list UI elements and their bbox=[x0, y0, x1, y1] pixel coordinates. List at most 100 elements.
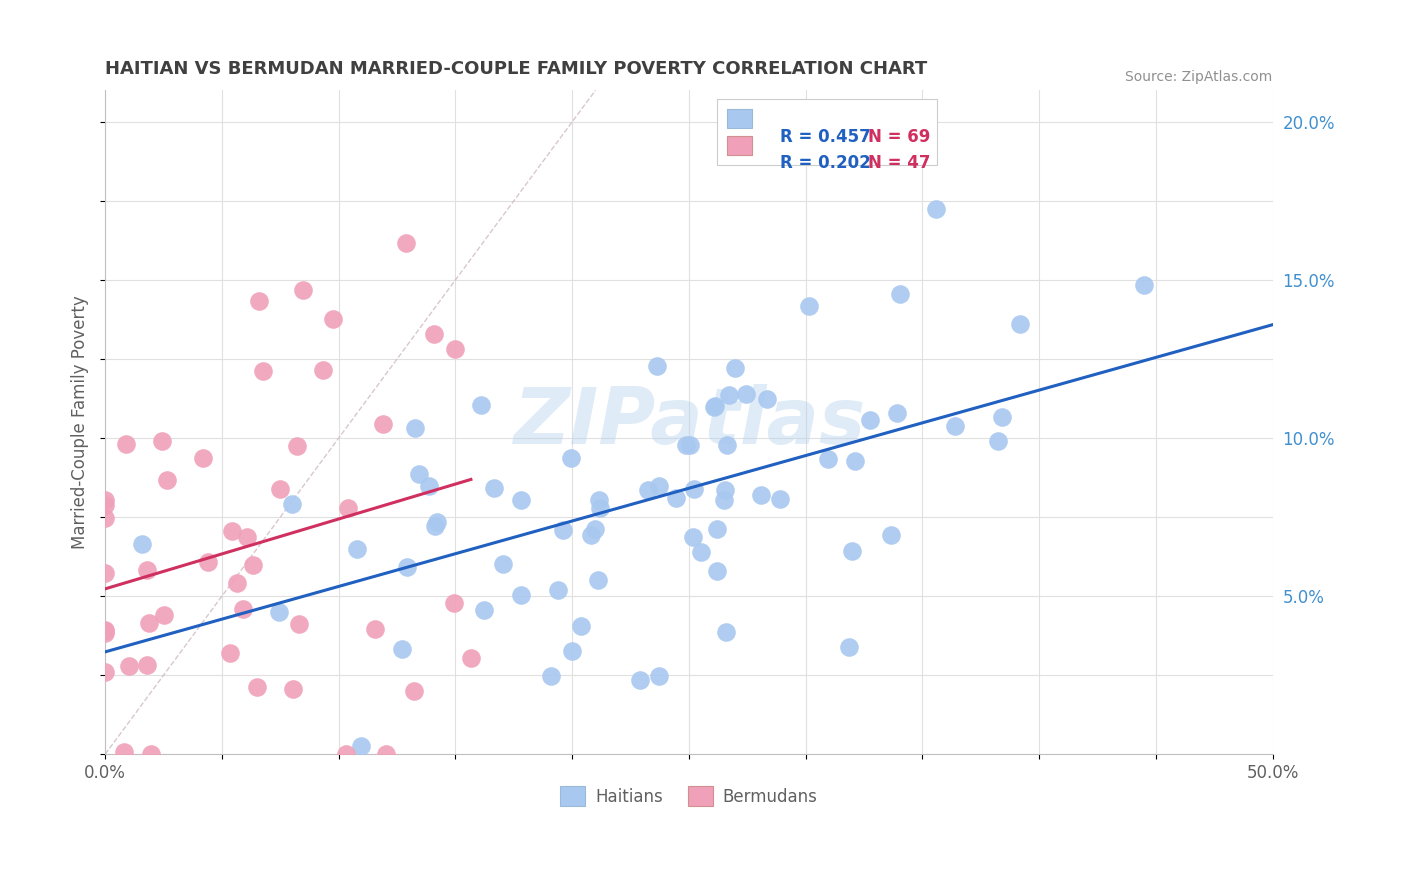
Point bbox=[443, 596, 465, 610]
Point bbox=[844, 453, 866, 467]
Point bbox=[350, 739, 373, 753]
Point bbox=[717, 388, 740, 402]
Point bbox=[423, 519, 446, 533]
Point bbox=[987, 434, 1010, 449]
Point bbox=[589, 500, 612, 515]
Point bbox=[925, 202, 948, 217]
Point bbox=[395, 560, 418, 574]
Point bbox=[418, 479, 440, 493]
Point bbox=[706, 564, 728, 578]
Text: R = 0.457: R = 0.457 bbox=[780, 128, 870, 145]
Point bbox=[288, 617, 311, 632]
Point bbox=[714, 624, 737, 639]
Text: N = 47: N = 47 bbox=[868, 154, 931, 172]
Point bbox=[94, 624, 117, 638]
Text: Source: ZipAtlas.com: Source: ZipAtlas.com bbox=[1125, 70, 1272, 84]
Point bbox=[588, 492, 610, 507]
Legend: Haitians, Bermudans: Haitians, Bermudans bbox=[554, 780, 824, 813]
Point bbox=[714, 483, 737, 498]
Point bbox=[682, 530, 704, 544]
Text: R = 0.202: R = 0.202 bbox=[780, 154, 870, 172]
Point bbox=[225, 576, 247, 591]
Point bbox=[569, 619, 592, 633]
Point bbox=[153, 608, 176, 623]
Point bbox=[560, 450, 582, 465]
Point bbox=[675, 437, 697, 451]
Point bbox=[221, 524, 243, 539]
Point bbox=[336, 500, 359, 515]
Point bbox=[689, 545, 711, 559]
Point bbox=[156, 473, 179, 487]
Point bbox=[402, 683, 425, 698]
Point bbox=[547, 582, 569, 597]
Point bbox=[838, 640, 860, 654]
Y-axis label: Married-Couple Family Poverty: Married-Couple Family Poverty bbox=[72, 295, 89, 549]
Point bbox=[769, 492, 792, 507]
Point bbox=[246, 680, 269, 694]
Point bbox=[374, 747, 396, 762]
Point bbox=[665, 491, 688, 506]
Point bbox=[724, 360, 747, 375]
Point bbox=[408, 467, 430, 482]
Point bbox=[423, 326, 446, 341]
Point bbox=[131, 537, 153, 551]
Point bbox=[510, 588, 533, 602]
Point bbox=[841, 543, 863, 558]
Text: ZIPatlas: ZIPatlas bbox=[513, 384, 865, 460]
Point bbox=[647, 669, 669, 683]
Point bbox=[817, 452, 839, 467]
Point bbox=[136, 563, 159, 577]
Point bbox=[755, 392, 778, 407]
Point bbox=[335, 747, 357, 762]
Point bbox=[312, 362, 335, 376]
Point bbox=[139, 747, 162, 762]
Point bbox=[460, 651, 482, 665]
Point bbox=[886, 406, 908, 420]
Point bbox=[472, 603, 495, 617]
Point bbox=[395, 235, 418, 250]
Point bbox=[679, 438, 702, 452]
Point bbox=[150, 434, 173, 448]
Point bbox=[628, 673, 651, 687]
Point bbox=[889, 287, 911, 301]
Point bbox=[586, 573, 609, 587]
Point bbox=[703, 400, 725, 414]
Point bbox=[138, 615, 160, 630]
Point bbox=[581, 528, 603, 542]
Point bbox=[291, 283, 314, 297]
Point bbox=[247, 294, 270, 309]
Point bbox=[859, 413, 882, 427]
Point bbox=[648, 478, 671, 492]
Point bbox=[391, 641, 413, 656]
Point bbox=[492, 557, 515, 571]
Point bbox=[364, 622, 387, 636]
Point bbox=[561, 644, 583, 658]
Point bbox=[734, 386, 756, 401]
Point bbox=[426, 515, 449, 529]
Point bbox=[404, 421, 426, 435]
Point bbox=[219, 647, 242, 661]
Point bbox=[191, 451, 214, 466]
Point bbox=[482, 481, 505, 495]
Point bbox=[235, 530, 257, 544]
Point bbox=[703, 399, 725, 413]
Point bbox=[115, 437, 138, 451]
Point bbox=[242, 558, 264, 572]
Point bbox=[346, 541, 368, 556]
Point bbox=[285, 439, 308, 453]
Point bbox=[94, 665, 117, 679]
Point bbox=[281, 682, 304, 697]
Text: HAITIAN VS BERMUDAN MARRIED-COUPLE FAMILY POVERTY CORRELATION CHART: HAITIAN VS BERMUDAN MARRIED-COUPLE FAMIL… bbox=[105, 60, 928, 78]
Point bbox=[443, 343, 465, 357]
Point bbox=[118, 658, 141, 673]
Point bbox=[637, 483, 659, 497]
Point bbox=[112, 745, 135, 759]
Point bbox=[281, 497, 304, 511]
Point bbox=[799, 299, 821, 313]
Point bbox=[322, 311, 344, 326]
Point bbox=[94, 499, 117, 513]
Point bbox=[683, 482, 706, 496]
Point bbox=[252, 364, 274, 378]
Point bbox=[94, 624, 117, 639]
Point bbox=[991, 409, 1014, 424]
